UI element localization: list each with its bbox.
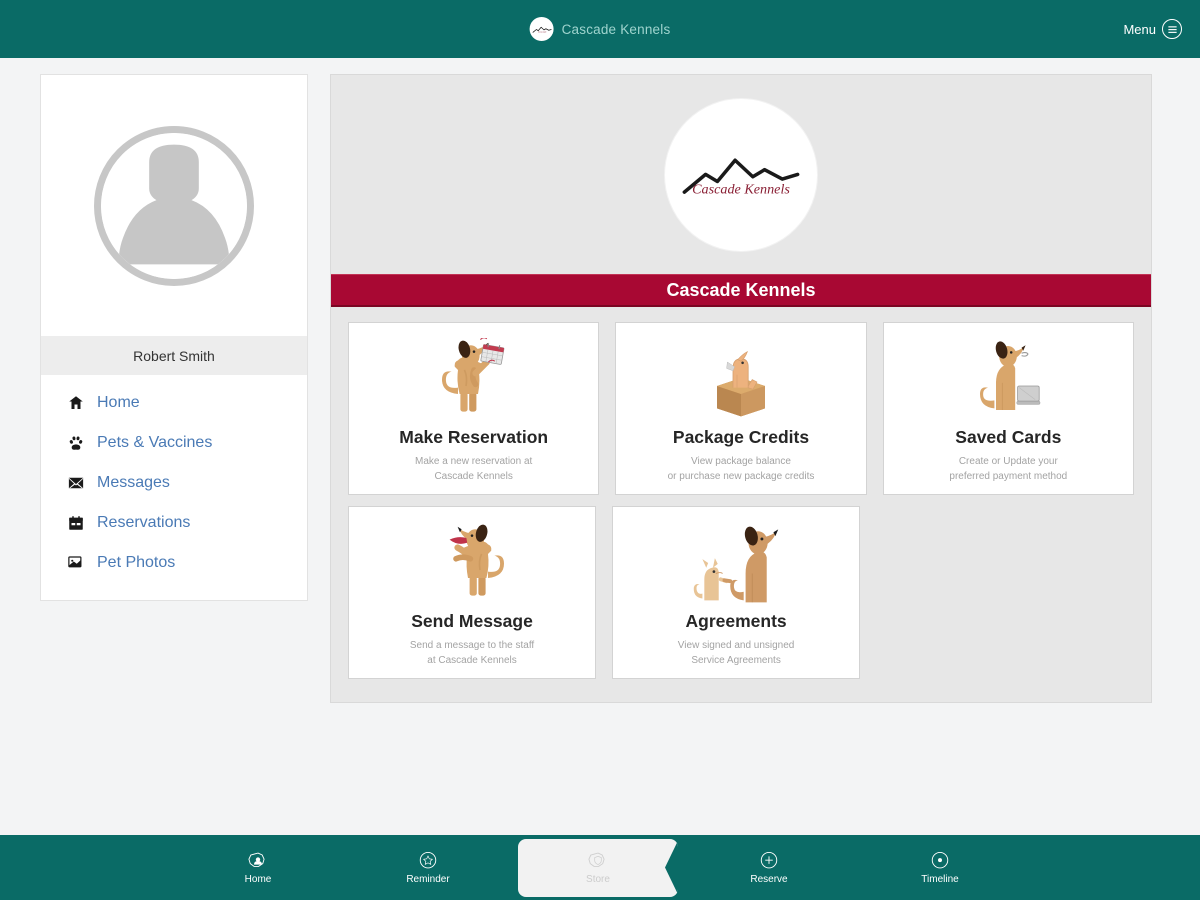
- svg-text:Cascade Kennels: Cascade Kennels: [692, 181, 790, 197]
- svg-text:Cascade: Cascade: [537, 30, 546, 33]
